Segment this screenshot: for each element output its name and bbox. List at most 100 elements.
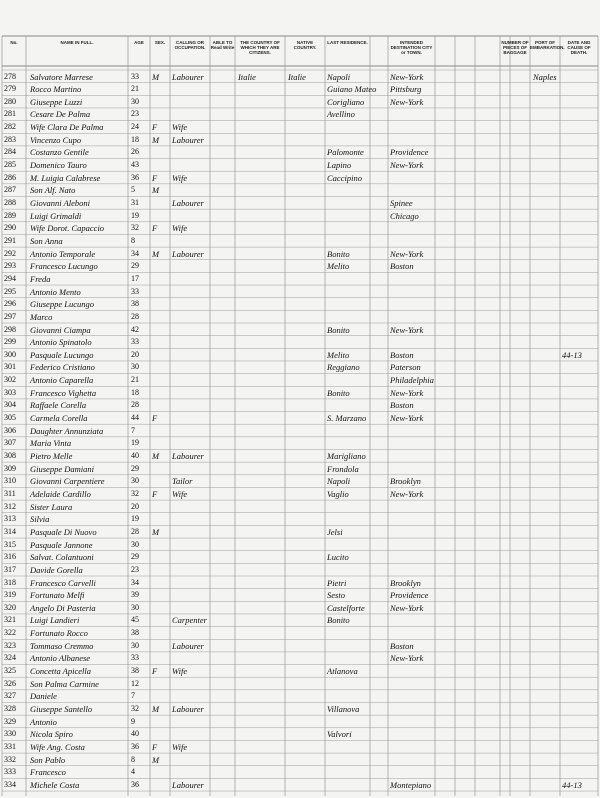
cell-age: 30 (131, 539, 139, 549)
cell-no: 288 (4, 198, 16, 207)
cell-sex: F (152, 122, 158, 133)
cell-age: 33 (131, 653, 139, 663)
cell-destination: New-York (390, 602, 424, 613)
cell-residence: Castelforte (327, 602, 365, 613)
cell-residence: Sesto (327, 590, 345, 601)
cell-no: 322 (4, 628, 16, 638)
cell-no: 316 (4, 552, 16, 562)
cell-name: Antonio Spinatolo (30, 337, 92, 348)
cell-no: 311 (4, 488, 16, 498)
cell-residence: Pietri (327, 577, 347, 588)
cell-occupation: Wife (172, 741, 188, 752)
cell-sex: F (152, 223, 158, 234)
cell-name: Fortunato Melfi (30, 590, 85, 601)
cell-residence: Napoli (327, 476, 351, 487)
cell-destination: Montepiano (390, 779, 432, 790)
cell-residence: Marigliano (327, 451, 366, 461)
cell-name: Antonio Caparella (30, 375, 94, 386)
cell-sex: M (152, 248, 160, 259)
cell-age: 43 (131, 160, 139, 170)
cell-age: 33 (131, 337, 139, 347)
cell-name: Marco (30, 311, 53, 322)
cell-no: 304 (4, 400, 16, 410)
cell-destination: Boston (390, 349, 414, 360)
cell-occupation: Labourer (172, 134, 204, 145)
cell-name: Antonio Albanese (30, 653, 91, 664)
column-header: INTENDED DESTINATION CITY or TOWN. (390, 40, 433, 55)
cell-sex: M (152, 704, 160, 714)
cell-name: Sister Laura (30, 501, 73, 512)
cell-no: 310 (4, 476, 16, 486)
cell-name: Giuseppe Lucungo (30, 299, 94, 310)
cell-residence: Lapino (327, 160, 352, 171)
cell-sex: M (152, 134, 160, 145)
cell-no: 323 (4, 640, 16, 650)
cell-occupation: Labourer (172, 640, 204, 651)
cell-age: 38 (131, 628, 139, 638)
cell-name: Francesco Carvelli (30, 577, 96, 588)
cell-name: Silvia (30, 514, 50, 525)
cell-no: 291 (4, 235, 16, 245)
cell-name: Vincenzo Cupo (30, 134, 82, 145)
cell-age: 18 (131, 134, 139, 144)
cell-residence: Vaglio (327, 488, 349, 499)
cell-residence: Bonito (327, 248, 350, 259)
cell-age: 32 (131, 488, 139, 498)
cell-age: 31 (131, 198, 139, 207)
cell-no: 287 (4, 185, 16, 195)
cell-name: Pasquale Lucungo (30, 349, 94, 360)
cell-residence: Corigliano (327, 96, 365, 107)
cell-name: Son Palma Carmine (30, 678, 99, 689)
cell-destination: New-York (390, 71, 424, 82)
cell-occupation: Tailor (172, 476, 193, 487)
cell-destination: Pittsburg (390, 84, 422, 95)
cell-age: 30 (131, 640, 139, 650)
cell-destination: Paterson (390, 362, 421, 373)
cell-name: Pasquale Di Nuovo (30, 526, 97, 537)
cell-residence: Valvori (327, 729, 352, 740)
cell-destination: Philadelphia (390, 375, 434, 386)
cell-destination: New-York (390, 160, 424, 171)
cell-residence: Guiano Mateo (327, 84, 377, 95)
cell-age: 42 (131, 324, 139, 334)
cell-no: 279 (4, 84, 16, 94)
cell-age: 9 (131, 716, 135, 726)
cell-name: Wife Dorot. Capaccio (30, 223, 105, 234)
cell-age: 45 (131, 615, 139, 625)
cell-age: 21 (131, 84, 139, 94)
cell-name: Cesare De Palma (30, 109, 91, 120)
cell-age: 18 (131, 387, 139, 397)
cell-name: Nicola Spiro (30, 729, 73, 740)
cell-occupation: Labourer (172, 779, 204, 790)
cell-residence: Caccipino (327, 172, 362, 183)
column-header: ABLE TO Read Write (210, 40, 235, 50)
cell-no: 309 (4, 463, 16, 473)
cell-name: Carmela Corella (30, 413, 88, 424)
cell-residence: Bonito (327, 615, 350, 626)
cell-name: Rocco Martino (30, 84, 82, 95)
cell-residence: Melito (327, 261, 350, 272)
cell-residence: Frondola (327, 463, 359, 474)
cell-age: 30 (131, 602, 139, 612)
cell-name: Concetta Apicella (30, 666, 91, 677)
cell-age: 7 (131, 425, 135, 435)
cell-no: 305 (4, 413, 16, 423)
cell-name: Giuseppe Damiani (30, 463, 94, 474)
cell-age: 34 (131, 248, 139, 258)
cell-note: 44-13 (562, 779, 582, 790)
cell-occupation: Wife (172, 223, 188, 234)
cell-age: 32 (131, 704, 139, 713)
cell-name: Francesco Vighetta (30, 387, 97, 398)
cell-name: Pasquale Jannone (30, 539, 93, 550)
cell-age: 5 (131, 185, 135, 195)
cell-sex: M (152, 451, 160, 461)
cell-residence: Bonito (327, 387, 350, 398)
cell-name: Giuseppe Luzzi (30, 96, 83, 107)
cell-residence: Avellino (327, 109, 355, 120)
cell-residence: Napoli (327, 71, 351, 82)
cell-no: 293 (4, 261, 16, 271)
cell-name: M. Luigia Calabrese (30, 172, 101, 183)
cell-no: 285 (4, 160, 16, 170)
